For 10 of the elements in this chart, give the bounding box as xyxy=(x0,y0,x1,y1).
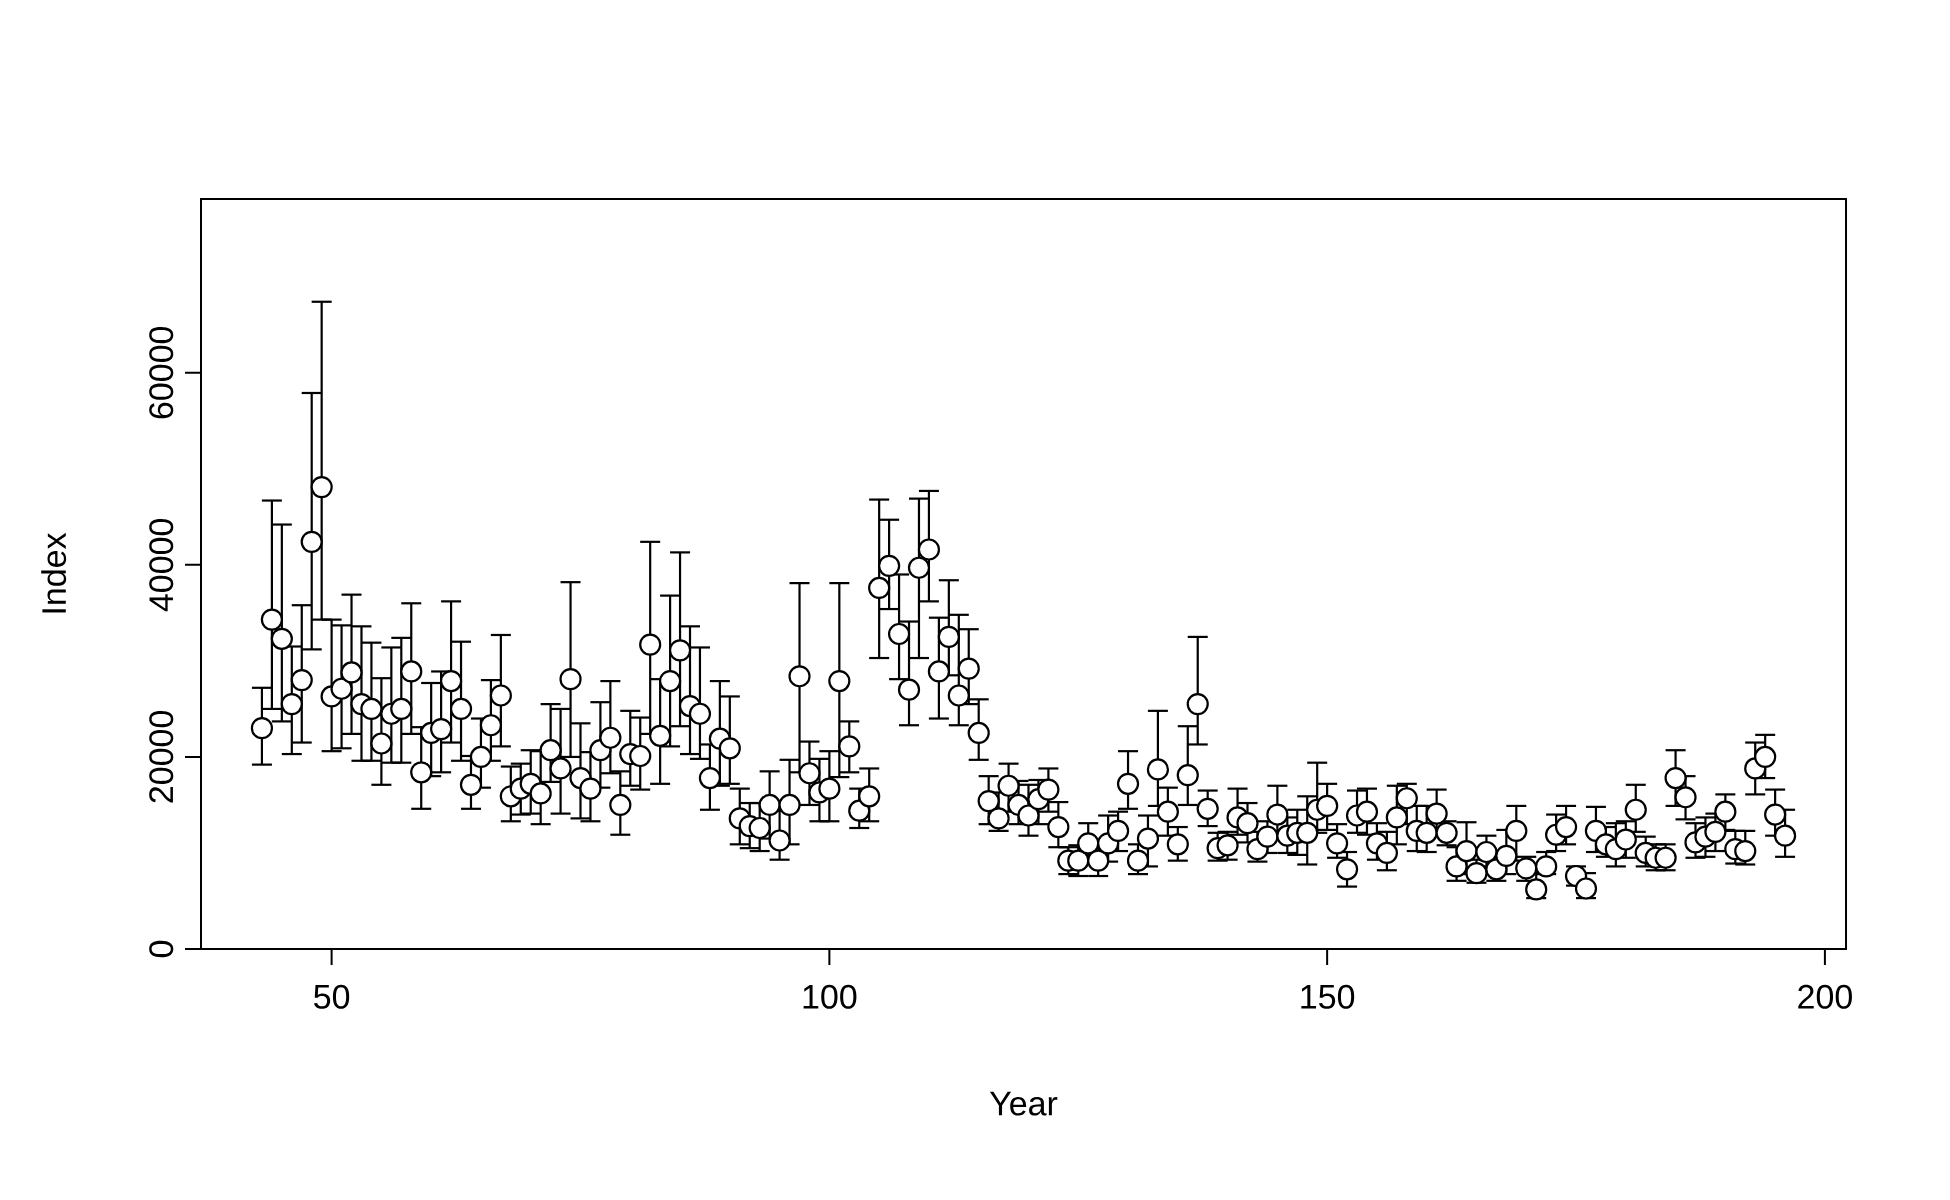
y-tick-label: 0 xyxy=(149,940,174,958)
x-tick-label: 50 xyxy=(314,984,350,1009)
x-axis-title: Year xyxy=(989,1091,1058,1116)
y-axis-title: Index xyxy=(41,532,67,613)
y-tick-label: 20000 xyxy=(149,711,174,803)
y-tick-label: 60000 xyxy=(149,326,174,419)
x-tick-label: 200 xyxy=(1798,984,1852,1009)
x-tick-label: 150 xyxy=(1301,984,1355,1009)
x-tick-label: 100 xyxy=(803,984,857,1009)
y-tick-label: 40000 xyxy=(149,518,174,612)
